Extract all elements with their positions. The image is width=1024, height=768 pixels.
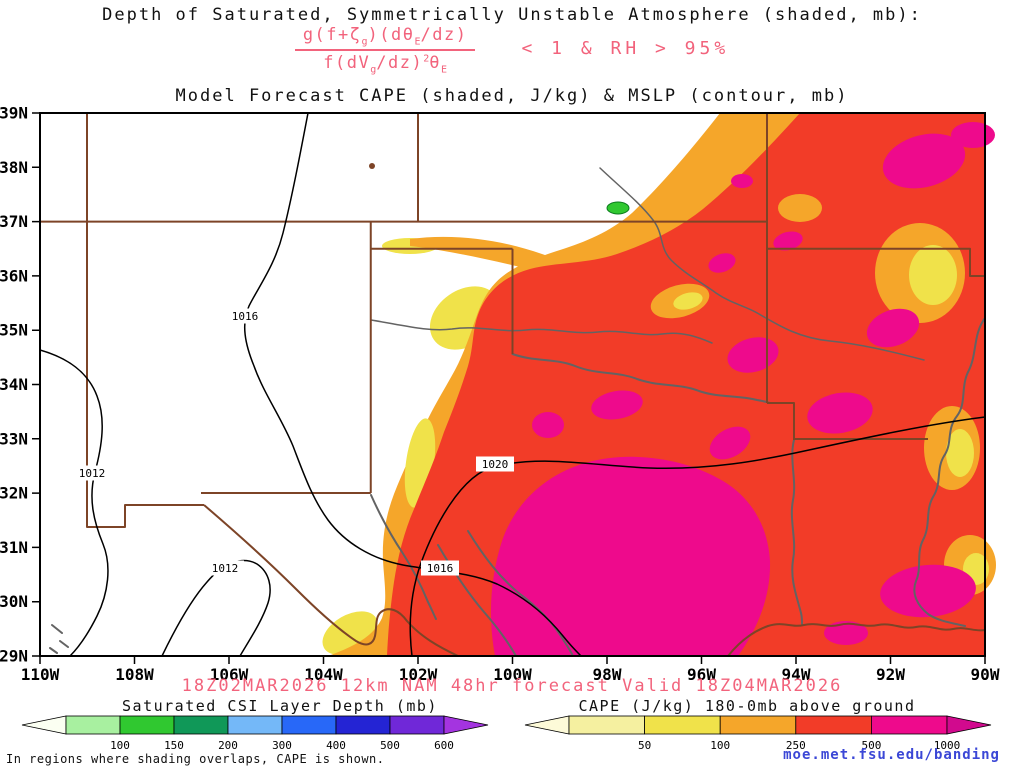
svg-text:106W: 106W <box>210 665 249 684</box>
cape-arrow-low <box>524 715 570 735</box>
svg-text:1016: 1016 <box>427 562 454 575</box>
y-axis-ticks <box>32 112 40 657</box>
svg-text:33N: 33N <box>0 429 28 448</box>
svg-text:50: 50 <box>638 739 651 752</box>
gulf-coastline <box>727 622 986 657</box>
svg-text:34N: 34N <box>0 375 28 394</box>
website-link[interactable]: moe.met.fsu.edu/banding <box>783 747 1000 763</box>
pecos-river <box>370 494 437 620</box>
svg-text:1012: 1012 <box>79 467 106 480</box>
y-axis-labels: 39N 38N 37N 36N 35N 34N 33N 32N 31N 30N … <box>0 104 28 666</box>
contour-label-1016-b: 1016 <box>421 560 459 576</box>
svg-text:1020: 1020 <box>482 458 509 471</box>
red-river <box>511 353 771 404</box>
csi-green-spot <box>606 201 630 215</box>
svg-text:37N: 37N <box>0 212 28 231</box>
svg-text:29N: 29N <box>0 647 28 666</box>
svg-text:1016: 1016 <box>232 310 259 323</box>
formula-numerator: g(f+ζg)(dθE/dz) <box>302 25 468 48</box>
border-mo-ar-365n <box>767 247 985 277</box>
svg-text:400: 400 <box>326 739 346 752</box>
cape-arrow-high <box>946 715 992 735</box>
svg-text:1000: 1000 <box>934 739 961 752</box>
csi-formula: g(f+ζg)(dθE/dz) f(dVg/dz)2θE < 1 & RH > … <box>0 24 1024 76</box>
terrain-marks <box>49 624 69 654</box>
svg-text:200: 200 <box>218 739 238 752</box>
contour-1012-west <box>39 349 109 657</box>
svg-text:96W: 96W <box>687 665 716 684</box>
formula-fraction: g(f+ζg)(dθE/dz) f(dVg/dz)2θE <box>294 24 476 76</box>
forecast-valid-line: 18Z02MAR2026 12km NAM 48hr forecast Vali… <box>181 676 843 696</box>
svg-text:250: 250 <box>786 739 806 752</box>
svg-text:98W: 98W <box>593 665 622 684</box>
map-dot <box>369 163 375 169</box>
svg-text:300: 300 <box>272 739 292 752</box>
cape-shading-magenta-cores <box>490 122 995 656</box>
cape-colorbar-title: CAPE (J/kg) 180-0mb above ground <box>578 697 916 715</box>
cape-colorbar-labels: 50 100 250 500 1000 <box>638 739 960 752</box>
csi-colorbar-labels: 100 150 200 300 400 500 600 <box>110 739 454 752</box>
csi-arrow-low <box>21 715 67 735</box>
canadian-river <box>370 319 713 344</box>
x-axis-labels: 110W 108W 106W 104W 102W 100W 98W 96W 94… <box>21 665 1000 684</box>
contour-label-1016-a: 1016 <box>226 308 264 324</box>
overlap-note: In regions where shading overlaps, CAPE … <box>6 752 385 766</box>
svg-text:30N: 30N <box>0 592 28 611</box>
border-tx-ar <box>767 402 795 440</box>
map-subtitle: Model Forecast CAPE (shaded, J/kg) & MSL… <box>175 86 849 106</box>
contour-1016-west <box>243 112 582 657</box>
page-title: Depth of Saturated, Symmetrically Unstab… <box>102 5 922 25</box>
cape-colorbar: 50 100 250 500 1000 <box>524 715 992 752</box>
svg-text:94W: 94W <box>782 665 811 684</box>
svg-text:35N: 35N <box>0 321 28 340</box>
svg-text:90W: 90W <box>971 665 1000 684</box>
svg-text:31N: 31N <box>0 538 28 557</box>
svg-text:1012: 1012 <box>212 562 239 575</box>
contour-label-1012-a: 1012 <box>73 465 111 481</box>
svg-text:600: 600 <box>434 739 454 752</box>
svg-text:36N: 36N <box>0 266 28 285</box>
svg-text:500: 500 <box>861 739 881 752</box>
formula-denominator: f(dVg/dz)2θE <box>294 49 476 76</box>
svg-text:500: 500 <box>380 739 400 752</box>
state-borders <box>40 113 986 657</box>
border-109w-bootheel <box>86 113 204 528</box>
csi-arrow-high <box>443 715 489 735</box>
formula-condition: < 1 & RH > 95% <box>521 38 730 59</box>
svg-text:108W: 108W <box>115 665 154 684</box>
svg-text:32N: 32N <box>0 484 28 503</box>
contour-label-1020: 1020 <box>476 456 514 472</box>
contour-labels: 1016 1012 1012 1020 1016 <box>73 308 514 576</box>
svg-text:100W: 100W <box>493 665 532 684</box>
svg-text:104W: 104W <box>304 665 343 684</box>
x-axis-ticks <box>39 656 986 664</box>
svg-text:100: 100 <box>710 739 730 752</box>
svg-text:92W: 92W <box>876 665 905 684</box>
contour-label-1012-b: 1012 <box>206 560 244 576</box>
contour-1012-south <box>161 559 271 657</box>
csi-colorbar: 100 150 200 300 400 500 600 <box>21 715 489 752</box>
svg-text:39N: 39N <box>0 104 28 123</box>
mississippi-river <box>913 317 986 627</box>
csi-colorbar-title: Saturated CSI Layer Depth (mb) <box>122 697 438 715</box>
sabine-river <box>790 439 803 625</box>
svg-text:102W: 102W <box>399 665 438 684</box>
svg-text:100: 100 <box>110 739 130 752</box>
svg-text:150: 150 <box>164 739 184 752</box>
arkansas-river <box>599 167 925 361</box>
svg-text:38N: 38N <box>0 158 28 177</box>
rio-grande <box>203 504 459 657</box>
svg-text:110W: 110W <box>21 665 60 684</box>
forecast-map: 1016 1012 1012 1020 1016 <box>0 104 1000 685</box>
